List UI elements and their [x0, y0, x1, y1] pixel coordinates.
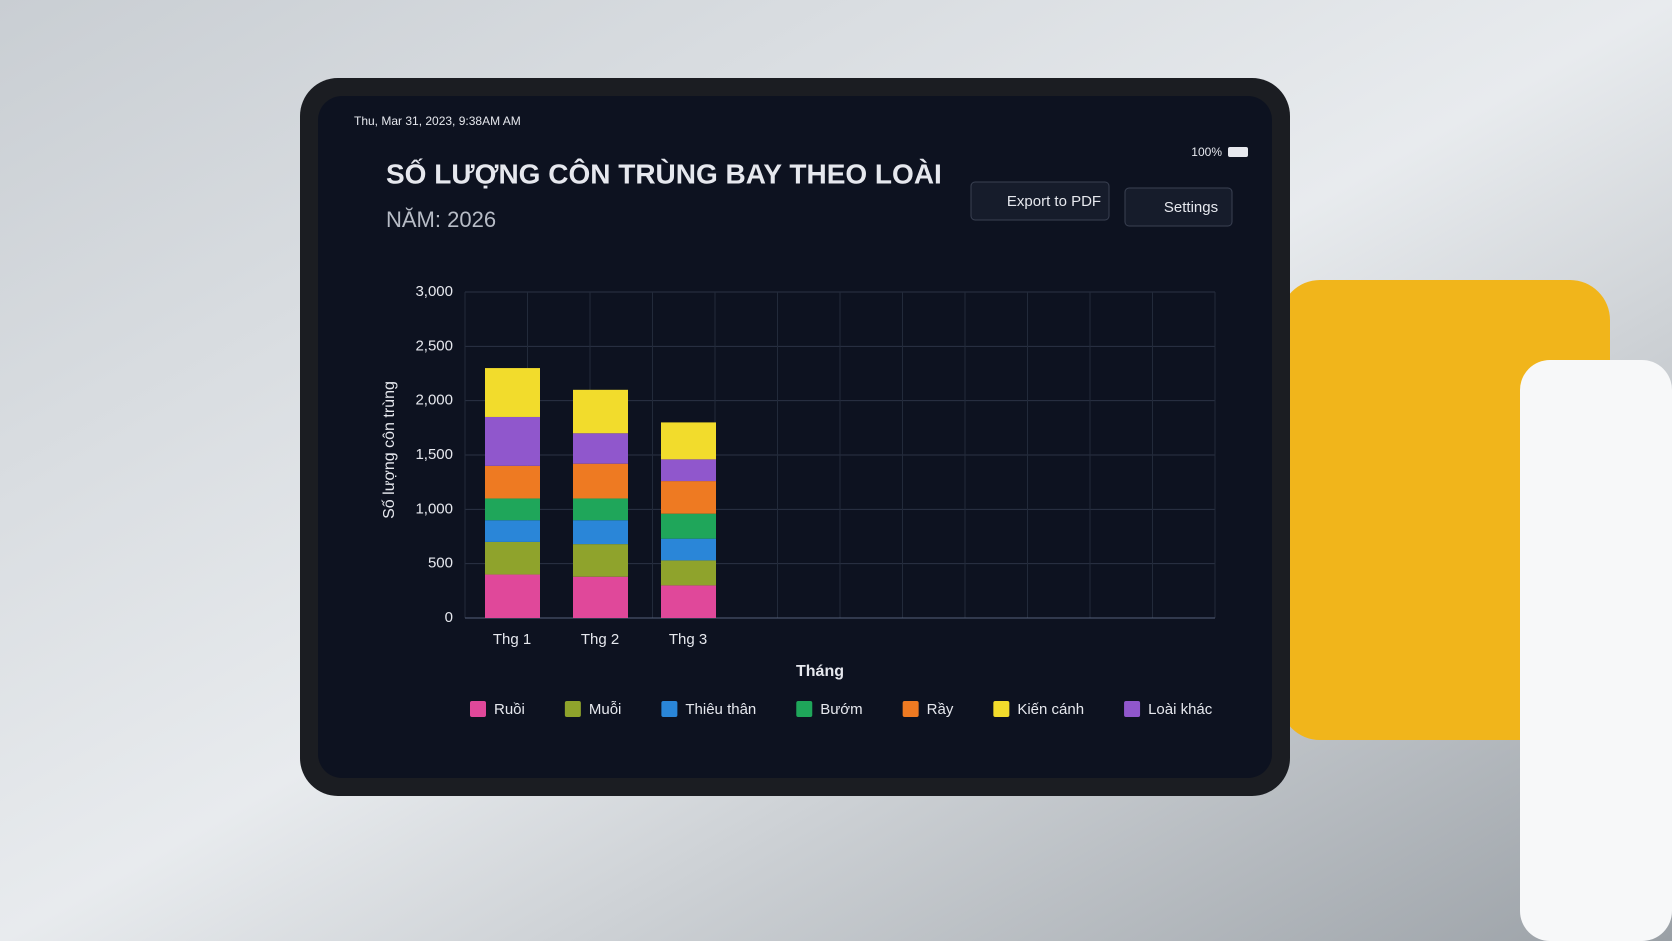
x-tick-label: Thg 1 [493, 631, 531, 648]
legend-label: Muỗi [589, 701, 622, 718]
y-tick-label: 0 [445, 609, 453, 626]
bar-segment [485, 520, 540, 542]
bar-segment [485, 465, 540, 499]
legend-item: Ruồi [470, 701, 525, 718]
bar-segment [573, 498, 628, 521]
y-tick-label: 2,500 [415, 337, 453, 354]
tablet-screen [318, 96, 1272, 778]
settings-button-box[interactable] [1124, 187, 1233, 227]
status-datetime: Thu, Mar 31, 2023, 9:38AM AM [354, 114, 521, 128]
legend-label: Bướm [820, 701, 862, 718]
coat [1520, 360, 1672, 941]
export-button[interactable]: Export to PDF [970, 181, 1110, 221]
export-button-label[interactable]: Export to PDF [1007, 193, 1101, 210]
legend-swatch [470, 701, 486, 717]
y-tick-label: 2,000 [415, 392, 453, 409]
legend-label: Loài khác [1148, 701, 1213, 718]
bar-segment [573, 463, 628, 499]
legend-swatch [796, 701, 813, 717]
bar-segment [661, 513, 716, 539]
x-axis-label: Tháng [796, 663, 844, 680]
y-tick-label: 1,000 [415, 500, 453, 517]
x-tick-label: Thg 3 [669, 631, 707, 648]
bar-segment [485, 574, 540, 618]
chart-title: SỐ LƯỢNG CÔN TRÙNG BAY THEO LOÀI [386, 157, 942, 189]
legend-item: Kiến cánh [993, 701, 1084, 718]
bar-segment [661, 538, 716, 561]
legend-item: Thiêu thân [661, 701, 756, 718]
bar-segment [485, 541, 540, 575]
legend-swatch [564, 701, 581, 717]
bar-segment [661, 585, 716, 618]
legend-swatch [993, 701, 1010, 717]
y-tick-label: 1,500 [415, 446, 453, 463]
legend-label: Thiêu thân [685, 701, 756, 718]
legend-item: Loài khác [1124, 701, 1213, 718]
bar-segment [661, 481, 716, 514]
x-tick-label: Thg 2 [581, 631, 619, 648]
bar-segment [573, 544, 628, 577]
bar-segment [485, 368, 540, 417]
legend-swatch [902, 701, 919, 717]
legend-item: Muỗi [564, 701, 622, 718]
y-axis-label: Số lượng côn trùng [381, 381, 398, 519]
status-battery: 100% [1191, 145, 1222, 159]
bar-segment [661, 560, 716, 586]
legend-item: Rầy [902, 701, 954, 718]
bar-segment [573, 576, 628, 618]
legend-swatch [1124, 701, 1141, 717]
battery-icon [1228, 147, 1248, 157]
y-tick-label: 500 [428, 555, 453, 572]
bar-segment [573, 433, 628, 464]
bar-segment [573, 389, 628, 434]
bar-segment [661, 459, 716, 482]
legend-item: Bướm [796, 701, 863, 718]
settings-button-label[interactable]: Settings [1164, 199, 1218, 216]
y-tick-label: 3,000 [415, 283, 453, 300]
legend-label: Rầy [927, 701, 954, 718]
chart-subtitle: NĂM: 2026 [386, 207, 496, 232]
chart: 0 500 1,000 1,500 2,000 2,500 3,000 Thg 1 Thg 2 T… [415, 283, 1216, 718]
legend-label: Ruồi [494, 701, 525, 718]
legend-swatch [661, 701, 678, 717]
export-button-box[interactable] [970, 181, 1110, 221]
bar-segment [573, 520, 628, 545]
bar-segment [485, 498, 540, 521]
bar-segment [661, 422, 716, 460]
legend-label: Kiến cánh [1017, 701, 1084, 718]
settings-button[interactable]: Settings [1124, 187, 1233, 227]
bar-segment [485, 416, 540, 466]
